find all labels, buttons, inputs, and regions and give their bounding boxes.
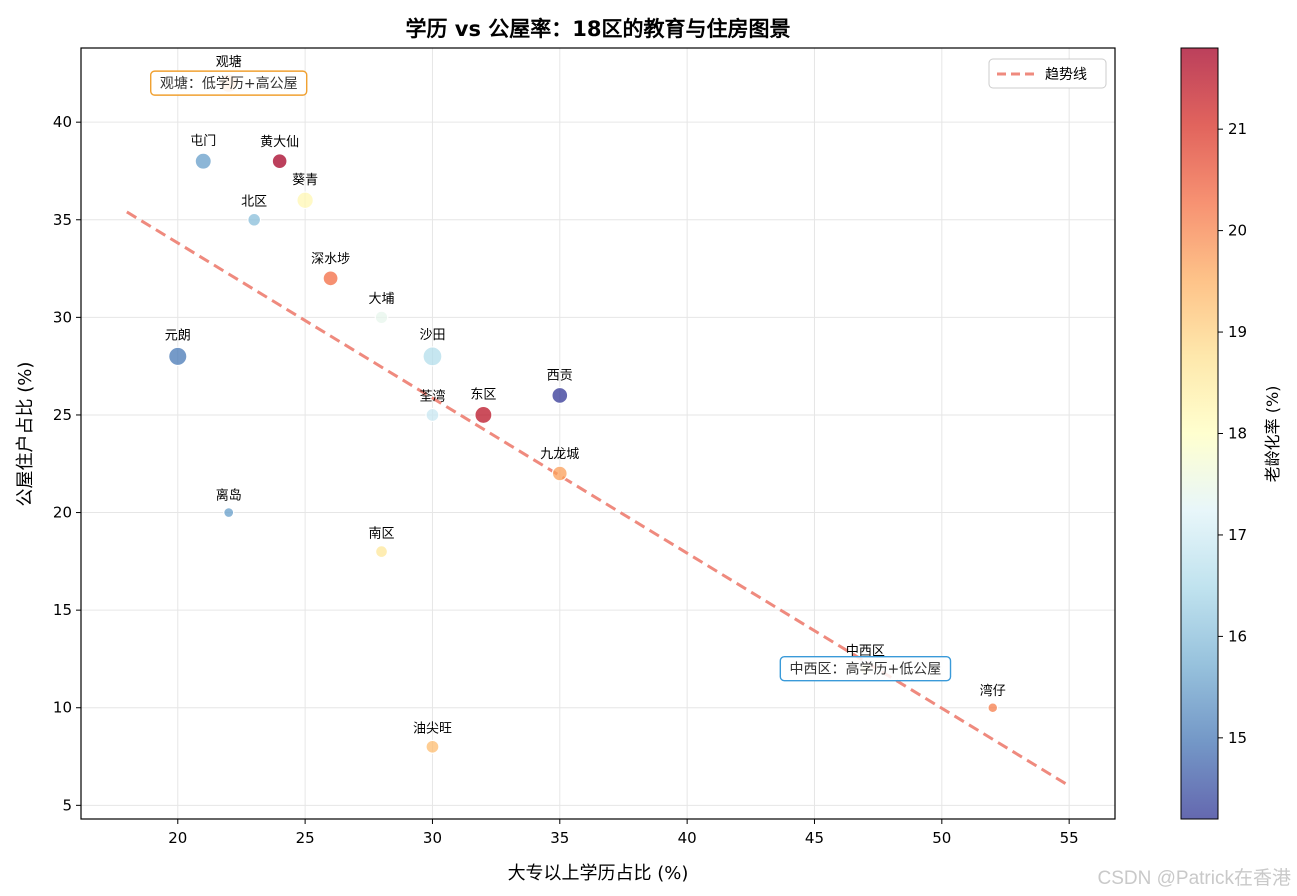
- x-tick-label: 35: [550, 829, 569, 847]
- colorbar-ticks: 15 16 17 18 19 20 21: [1218, 120, 1247, 747]
- data-point: [223, 506, 235, 519]
- colorbar-tick-label: 15: [1228, 729, 1247, 747]
- data-point: [422, 346, 443, 367]
- x-tick-label: 50: [932, 829, 951, 847]
- x-tick-label: 25: [296, 829, 315, 847]
- y-tick-label: 5: [62, 796, 72, 814]
- legend-trend-label: 趋势线: [1045, 67, 1087, 83]
- data-point: [474, 405, 493, 425]
- point-label: 中西区: [846, 644, 885, 659]
- plot-frame: [80, 47, 1116, 820]
- point-label: 观塘: [216, 54, 242, 70]
- watermark: CSDN @Patrick在香港: [1097, 868, 1291, 889]
- data-point: [375, 545, 389, 559]
- y-tick-label: 35: [53, 211, 72, 229]
- point-label: 葵青: [292, 173, 318, 188]
- point-label: 元朗: [165, 328, 191, 343]
- y-axis-label: 公屋住户占比 (%): [15, 362, 36, 507]
- point-label: 南区: [369, 526, 395, 542]
- x-tick-label: 45: [805, 829, 824, 847]
- chart-title: 学历 vs 公屋率：18区的教育与住房图景: [405, 17, 790, 41]
- trend-line: [126, 210, 1070, 788]
- x-tick-label: 55: [1060, 829, 1079, 847]
- colorbar-tick-label: 17: [1228, 526, 1247, 544]
- point-label: 九龙城: [540, 447, 579, 462]
- point-label: 油尖旺: [413, 721, 452, 736]
- x-tick-label: 30: [423, 829, 442, 847]
- data-point: [425, 407, 440, 422]
- data-point: [425, 739, 440, 754]
- y-tick-label: 15: [53, 601, 72, 619]
- annotation-box: [779, 656, 952, 682]
- annotation-box: [150, 70, 308, 96]
- point-label: 屯门: [190, 134, 216, 149]
- colorbar-gradient: [1180, 47, 1219, 820]
- data-point: [987, 702, 999, 714]
- y-tick-label: 30: [53, 308, 72, 326]
- colorbar-tick-label: 20: [1228, 222, 1247, 240]
- legend: 趋势线: [988, 58, 1107, 89]
- point-label: 西贡: [547, 369, 573, 384]
- colorbar-label: 老龄化率 (%): [1263, 386, 1282, 483]
- point-label: 东区: [470, 387, 496, 402]
- y-tick-label: 20: [53, 504, 72, 522]
- data-point: [551, 386, 569, 404]
- data-point: [247, 212, 262, 227]
- y-tick-label: 25: [53, 406, 72, 424]
- point-label: 黄大仙: [260, 135, 299, 150]
- legend-box: [988, 58, 1107, 89]
- point-label: 离岛: [216, 488, 242, 504]
- point-label: 大埔: [369, 292, 395, 307]
- data-point: [168, 346, 188, 367]
- annotation-text: 中西区：高学历+低公屋: [790, 661, 942, 678]
- point-label: 北区: [241, 194, 267, 209]
- data-point: [194, 152, 212, 170]
- data-point: [374, 310, 389, 325]
- x-axis-label: 大专以上学历占比 (%): [508, 863, 689, 884]
- data-point: [271, 153, 288, 170]
- point-label: 沙田: [419, 328, 445, 343]
- colorbar-tick-label: 18: [1228, 425, 1247, 443]
- point-label: 荃湾: [419, 389, 445, 405]
- point-label: 湾仔: [980, 683, 1006, 699]
- y-tick-label: 40: [53, 113, 72, 131]
- data-point: [551, 465, 568, 482]
- data-point: [296, 191, 314, 210]
- colorbar: 15 16 17 18 19 20 21 老龄化率 (%): [1180, 47, 1282, 820]
- colorbar-tick-label: 21: [1228, 120, 1247, 138]
- colorbar-tick-label: 19: [1228, 323, 1247, 341]
- point-label: 深水埗: [311, 252, 350, 267]
- x-tick-label: 20: [168, 829, 187, 847]
- y-tick-label: 10: [53, 699, 72, 717]
- colorbar-tick-label: 16: [1228, 627, 1247, 645]
- annotation-text: 观塘：低学历+高公屋: [160, 75, 298, 92]
- x-tick-label: 40: [678, 829, 697, 847]
- grid-lines: [81, 48, 1115, 819]
- data-point: [322, 270, 339, 287]
- trend-line-layer: [126, 210, 1070, 788]
